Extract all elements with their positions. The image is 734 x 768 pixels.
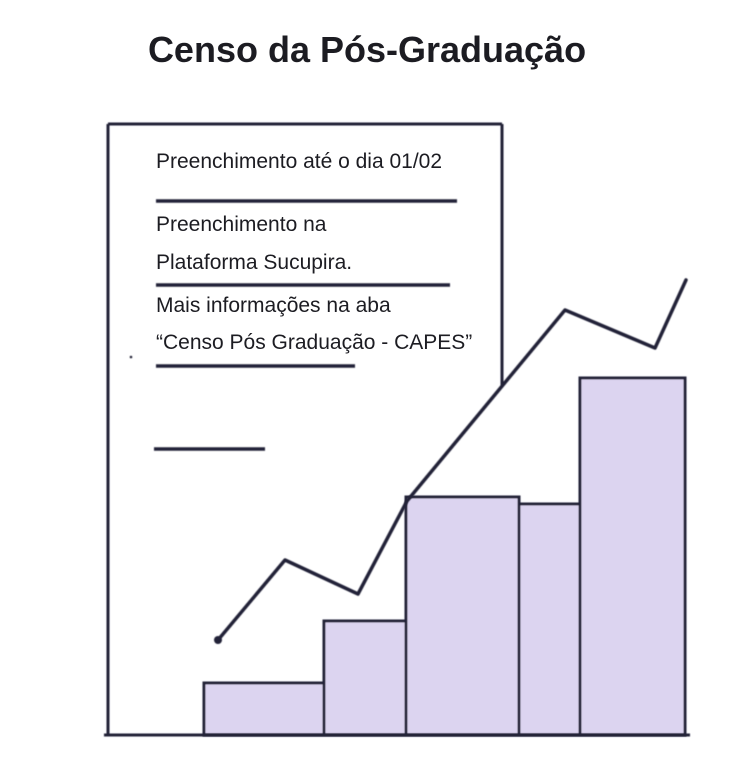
svg-text:Mais informações na aba: Mais informações na aba — [156, 294, 391, 317]
svg-text:Plataforma Sucupira.: Plataforma Sucupira. — [156, 251, 352, 274]
svg-text:Preenchimento até o dia 01/02: Preenchimento até o dia 01/02 — [156, 150, 442, 173]
svg-text:“Censo Pós Graduação - CAPES”: “Censo Pós Graduação - CAPES” — [156, 331, 472, 354]
svg-text:Preenchimento na: Preenchimento na — [156, 213, 327, 236]
